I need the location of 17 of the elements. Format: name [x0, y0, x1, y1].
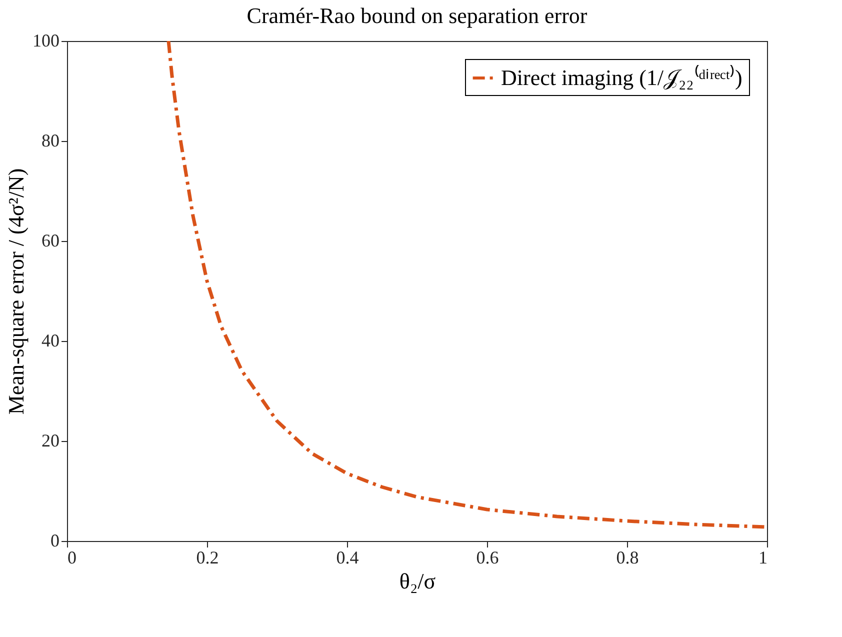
y-axis-title: Mean-square error / (4σ²/N) — [4, 168, 28, 415]
x-tick-label: 1 — [758, 548, 768, 568]
x-tick-label: 0 — [68, 548, 76, 568]
x-tick-label: 0.6 — [476, 548, 499, 568]
chart-title: Cramér-Rao bound on separation error — [246, 3, 588, 28]
x-tick-label: 0.2 — [196, 548, 219, 568]
legend-label: Direct imaging (1/𝒥₂₂⁽ᵈⁱʳᵉᶜᵗ⁾) — [501, 65, 742, 90]
x-tick-label: 0.8 — [616, 548, 639, 568]
y-tick-label: 100 — [32, 30, 60, 50]
y-tick-label: 20 — [42, 430, 60, 450]
x-axis-title: θ₂/σ — [399, 568, 436, 594]
y-tick-label: 0 — [50, 530, 60, 550]
y-tick-label: 60 — [42, 230, 60, 250]
x-tick-label: 0.4 — [336, 548, 359, 568]
y-tick-label: 80 — [42, 130, 60, 150]
line-series — [166, 41, 767, 529]
y-tick-label: 40 — [42, 330, 60, 350]
